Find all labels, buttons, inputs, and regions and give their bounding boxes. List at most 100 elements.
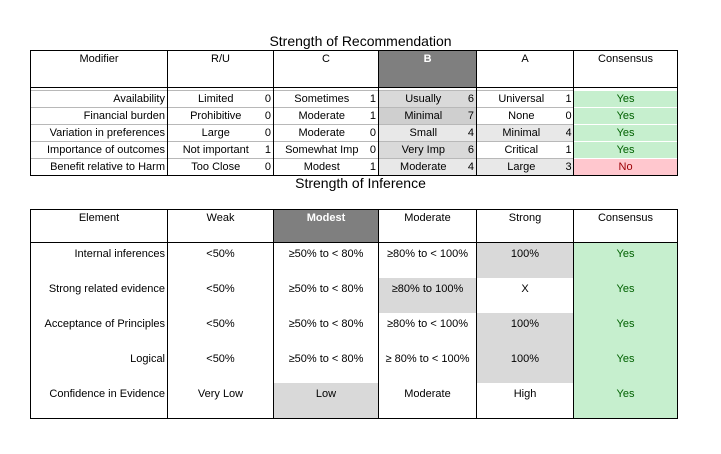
table-row: Benefit relative to Harm Too Close 0 Mod… <box>30 158 679 176</box>
strong-cell: 100% <box>476 348 574 383</box>
element-label: Confidence in Evidence <box>30 383 168 419</box>
c-count: 0 <box>369 141 380 159</box>
ru-count: 0 <box>263 107 275 125</box>
element-label: Strong related evidence <box>30 278 168 313</box>
recommendation-table: Modifier R/U C B A Consensus Availabilit… <box>30 50 679 176</box>
modifier-label: Availability <box>30 90 168 108</box>
col-header-c: C <box>273 50 380 88</box>
b-cell: Small <box>378 124 468 142</box>
consensus-cell: Yes <box>573 278 678 313</box>
strong-cell: X <box>476 278 574 313</box>
b-count: 4 <box>467 124 478 142</box>
b-cell: Usually <box>378 90 468 108</box>
c-cell: Modest <box>273 158 370 176</box>
modifier-label: Financial burden <box>30 107 168 125</box>
moderate-cell: ≥ 80% to < 100% <box>378 348 477 383</box>
c-cell: Sometimes <box>273 90 370 108</box>
inference-title: Strength of Inference <box>295 175 426 191</box>
c-count: 1 <box>369 90 380 108</box>
consensus-cell: Yes <box>573 242 678 278</box>
a-count: 1 <box>565 141 575 159</box>
consensus-cell: Yes <box>573 383 678 419</box>
b-count: 7 <box>467 107 478 125</box>
modest-cell: ≥50% to < 80% <box>273 242 379 278</box>
ru-count: 0 <box>263 90 275 108</box>
b-cell: Very Imp <box>378 141 468 159</box>
ru-count: 0 <box>263 158 275 176</box>
moderate-cell: ≥80% to < 100% <box>378 313 477 348</box>
col-header-consensus: Consensus <box>573 50 679 88</box>
weak-cell: <50% <box>167 313 274 348</box>
col-header-element: Element <box>30 209 168 243</box>
table-row: Logical <50% ≥50% to < 80% ≥ 80% to < 10… <box>30 348 678 383</box>
b-count: 6 <box>467 141 478 159</box>
c-cell: Somewhat Imp <box>273 141 370 159</box>
ru-cell: Too Close <box>167 158 264 176</box>
col-header-b: B <box>378 50 478 88</box>
col-header-a: A <box>476 50 575 88</box>
col-header-modifier: Modifier <box>30 50 168 88</box>
element-label: Logical <box>30 348 168 383</box>
modest-cell: ≥50% to < 80% <box>273 278 379 313</box>
strong-cell: High <box>476 383 574 419</box>
c-cell: Moderate <box>273 124 370 142</box>
moderate-cell: Moderate <box>378 383 477 419</box>
col-header-weak: Weak <box>167 209 274 243</box>
a-cell: Minimal <box>476 124 566 142</box>
modifier-label: Importance of outcomes <box>30 141 168 159</box>
consensus-cell: Yes <box>573 90 679 108</box>
table-row: Variation in preferences Large 0 Moderat… <box>30 124 679 142</box>
consensus-cell: Yes <box>573 124 679 142</box>
col-header-strong: Strong <box>476 209 574 243</box>
weak-cell: Very Low <box>167 383 274 419</box>
ru-cell: Not important <box>167 141 264 159</box>
consensus-cell: Yes <box>573 107 679 125</box>
a-count: 0 <box>565 107 575 125</box>
a-cell: Critical <box>476 141 566 159</box>
a-count: 4 <box>565 124 575 142</box>
inference-table: Element Weak Modest Moderate Strong Cons… <box>30 209 678 419</box>
weak-cell: <50% <box>167 278 274 313</box>
moderate-cell: ≥80% to 100% <box>378 278 477 313</box>
a-cell: None <box>476 107 566 125</box>
a-cell: Universal <box>476 90 566 108</box>
ru-cell: Prohibitive <box>167 107 264 125</box>
a-count: 3 <box>565 158 575 176</box>
element-label: Acceptance of Principles <box>30 313 168 348</box>
moderate-cell: ≥80% to < 100% <box>378 242 477 278</box>
modest-cell: ≥50% to < 80% <box>273 348 379 383</box>
c-cell: Moderate <box>273 107 370 125</box>
table-row: Availability Limited 0 Sometimes 1 Usual… <box>30 90 679 108</box>
consensus-cell: No <box>573 158 679 176</box>
b-count: 4 <box>467 158 478 176</box>
weak-cell: <50% <box>167 348 274 383</box>
a-count: 1 <box>565 90 575 108</box>
table-row: Internal inferences <50% ≥50% to < 80% ≥… <box>30 242 678 278</box>
strong-cell: 100% <box>476 313 574 348</box>
col-header-ru: R/U <box>166 50 275 88</box>
table-row: Financial burden Prohibitive 0 Moderate … <box>30 107 679 125</box>
table-row: Confidence in Evidence Very Low Low Mode… <box>30 383 678 419</box>
consensus-cell: Yes <box>573 141 679 159</box>
ru-count: 0 <box>263 124 275 142</box>
c-count: 0 <box>369 124 380 142</box>
modifier-label: Benefit relative to Harm <box>30 158 168 176</box>
recommendation-title: Strength of Recommendation <box>269 33 452 49</box>
c-count: 1 <box>369 158 380 176</box>
strong-cell: 100% <box>476 242 574 278</box>
b-count: 6 <box>467 90 478 108</box>
col-header-moderate: Moderate <box>378 209 477 243</box>
b-cell: Minimal <box>378 107 468 125</box>
col-header-modest: Modest <box>273 209 379 243</box>
ru-count: 1 <box>263 141 275 159</box>
modest-cell: Low <box>273 383 379 419</box>
ru-cell: Limited <box>167 90 264 108</box>
ru-cell: Large <box>167 124 264 142</box>
weak-cell: <50% <box>167 242 274 278</box>
element-label: Internal inferences <box>30 242 168 278</box>
table-row: Strong related evidence <50% ≥50% to < 8… <box>30 278 678 313</box>
a-cell: Large <box>476 158 566 176</box>
consensus-cell: Yes <box>573 348 678 383</box>
table-row: Acceptance of Principles <50% ≥50% to < … <box>30 313 678 348</box>
modest-cell: ≥50% to < 80% <box>273 313 379 348</box>
